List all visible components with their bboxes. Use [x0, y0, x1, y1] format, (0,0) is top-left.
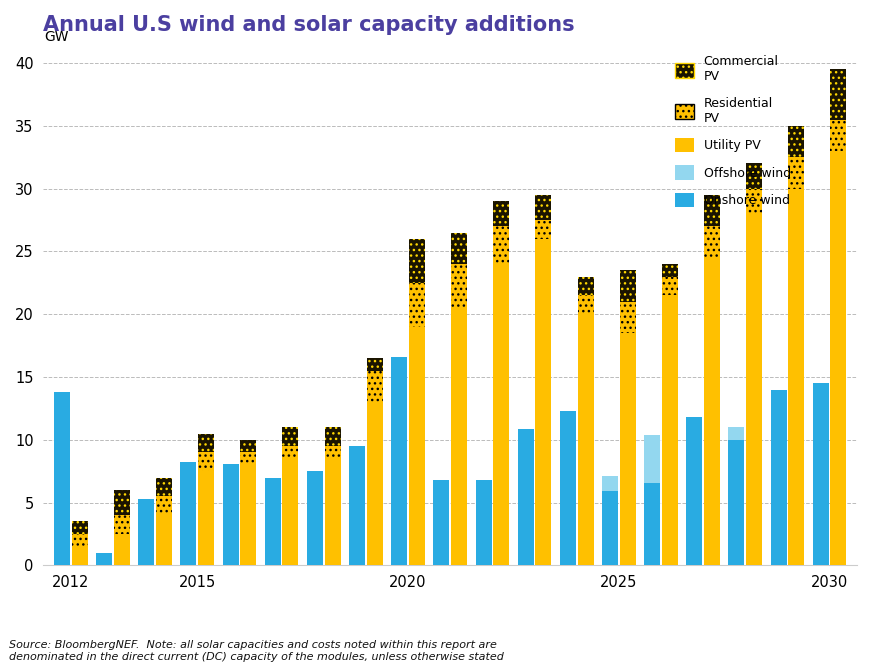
Bar	[451, 233, 467, 264]
Bar	[771, 390, 787, 565]
Bar	[704, 226, 720, 258]
Bar	[577, 295, 594, 315]
Bar	[114, 534, 130, 565]
Bar	[409, 327, 425, 565]
Bar	[349, 446, 365, 565]
Bar	[620, 333, 636, 565]
Text: GW: GW	[44, 30, 68, 44]
Bar	[139, 499, 154, 565]
Bar	[72, 534, 88, 547]
Bar	[324, 446, 341, 459]
Bar	[156, 496, 172, 515]
Bar	[72, 521, 88, 534]
Bar	[283, 427, 298, 446]
Bar	[494, 226, 509, 264]
Bar	[181, 462, 196, 565]
Bar	[367, 402, 383, 565]
Bar	[367, 371, 383, 402]
Bar	[830, 120, 847, 151]
Bar	[324, 459, 341, 565]
Bar	[114, 490, 130, 515]
Bar	[662, 264, 678, 277]
Bar	[577, 315, 594, 565]
Bar	[433, 480, 449, 565]
Bar	[644, 483, 660, 565]
Bar	[746, 213, 762, 565]
Bar	[241, 465, 256, 565]
Bar	[241, 440, 256, 452]
Bar	[54, 392, 70, 565]
Bar	[577, 277, 594, 295]
Bar	[72, 547, 88, 565]
Bar	[96, 553, 112, 565]
Bar	[451, 308, 467, 565]
Bar	[788, 157, 804, 189]
Bar	[198, 434, 215, 452]
Bar	[494, 264, 509, 565]
Bar	[475, 480, 492, 565]
Bar	[307, 471, 323, 565]
Bar	[620, 270, 636, 302]
Bar	[535, 195, 551, 220]
Bar	[746, 189, 762, 213]
Bar	[686, 417, 702, 565]
Bar	[222, 464, 239, 565]
Bar	[324, 427, 341, 446]
Bar	[518, 428, 534, 565]
Bar	[283, 446, 298, 459]
Bar	[451, 264, 467, 308]
Bar	[788, 126, 804, 157]
Bar	[198, 471, 215, 565]
Legend: Commercial
PV, Residential
PV, Utility PV, Offshore wind, Onshore wind: Commercial PV, Residential PV, Utility P…	[670, 51, 796, 212]
Bar	[392, 357, 407, 565]
Bar	[241, 452, 256, 465]
Bar	[662, 295, 678, 565]
Bar	[409, 239, 425, 283]
Bar	[156, 515, 172, 565]
Bar	[704, 195, 720, 226]
Bar	[788, 189, 804, 565]
Text: Annual U.S wind and solar capacity additions: Annual U.S wind and solar capacity addit…	[44, 15, 576, 35]
Bar	[367, 358, 383, 371]
Bar	[494, 201, 509, 226]
Bar	[813, 383, 828, 565]
Bar	[535, 239, 551, 565]
Bar	[198, 452, 215, 471]
Bar	[830, 151, 847, 565]
Bar	[620, 302, 636, 333]
Bar	[409, 283, 425, 327]
Bar	[644, 435, 660, 483]
Bar	[662, 277, 678, 295]
Bar	[283, 459, 298, 565]
Bar	[602, 491, 618, 565]
Bar	[704, 258, 720, 565]
Bar	[156, 477, 172, 496]
Bar	[560, 411, 576, 565]
Bar	[114, 515, 130, 534]
Bar	[830, 69, 847, 120]
Bar	[265, 477, 281, 565]
Bar	[535, 220, 551, 239]
Bar	[728, 440, 745, 565]
Bar	[728, 427, 745, 440]
Text: Source: BloombergNEF.  Note: all solar capacities and costs noted within this re: Source: BloombergNEF. Note: all solar ca…	[9, 640, 504, 662]
Bar	[746, 164, 762, 189]
Bar	[602, 476, 618, 491]
